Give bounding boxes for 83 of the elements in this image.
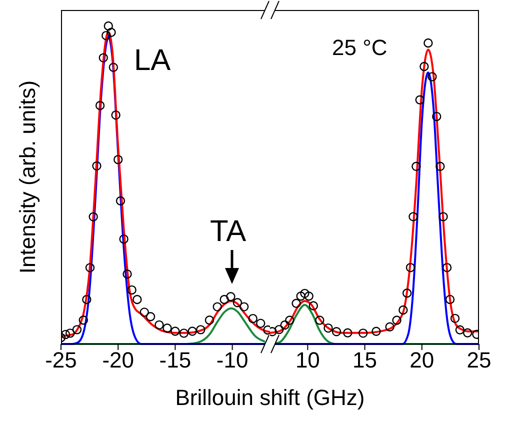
point — [122, 269, 132, 279]
point — [436, 162, 445, 172]
point — [412, 162, 421, 172]
point — [385, 322, 394, 332]
point — [72, 325, 82, 334]
point — [114, 154, 123, 164]
point — [132, 294, 142, 304]
point — [127, 285, 136, 295]
point — [304, 292, 314, 301]
point — [442, 262, 452, 272]
x-tick-label: -20 — [102, 348, 134, 373]
x-axis-title: Brillouin shift (GHz) — [175, 385, 365, 411]
point — [140, 308, 149, 317]
point — [204, 316, 214, 325]
point — [106, 28, 116, 37]
point — [196, 325, 206, 334]
point — [285, 316, 294, 325]
x-tick-label: -25 — [45, 348, 77, 373]
y-axis-title: Intensity (arb. units) — [15, 80, 41, 274]
point — [445, 294, 455, 304]
x-tick-label: 20 — [410, 348, 434, 373]
point — [343, 328, 352, 338]
point — [226, 292, 236, 302]
point — [104, 21, 113, 31]
point — [280, 320, 290, 330]
point — [292, 298, 301, 308]
point — [61, 330, 70, 340]
point — [408, 212, 418, 222]
point — [420, 62, 429, 72]
point — [455, 325, 465, 334]
point — [119, 234, 128, 244]
point — [154, 320, 164, 330]
point — [146, 312, 156, 322]
point — [308, 301, 318, 310]
point — [179, 328, 188, 338]
point — [116, 196, 126, 206]
point — [402, 288, 412, 298]
point — [462, 328, 472, 338]
point — [428, 72, 437, 82]
point — [102, 30, 111, 40]
point — [424, 38, 433, 48]
point — [256, 318, 266, 328]
point — [438, 212, 448, 222]
point — [398, 305, 408, 315]
point — [220, 294, 229, 304]
point — [274, 324, 284, 334]
point — [82, 294, 92, 304]
x-tick-label: -10 — [216, 348, 248, 373]
point — [372, 326, 381, 336]
point — [98, 53, 108, 62]
annotation: TA — [210, 215, 246, 249]
point — [212, 302, 222, 312]
x-tick-label: -15 — [159, 348, 192, 373]
point — [78, 316, 88, 325]
point — [95, 100, 105, 110]
point — [239, 302, 249, 312]
point — [111, 110, 120, 120]
point — [296, 292, 306, 301]
point — [300, 288, 310, 298]
point — [170, 326, 180, 336]
x-tick-label: 15 — [352, 348, 378, 373]
point — [92, 161, 102, 171]
annotation: LA — [134, 44, 171, 78]
x-tick-label: 25 — [466, 348, 492, 373]
annotation: 25 °C — [332, 35, 388, 61]
point — [315, 316, 324, 325]
point — [88, 212, 98, 222]
point — [432, 112, 442, 122]
point — [332, 327, 342, 336]
point — [85, 263, 95, 272]
point — [415, 95, 424, 104]
point — [358, 328, 368, 338]
point — [232, 298, 242, 308]
point — [66, 328, 75, 338]
point — [406, 262, 416, 272]
x-tick-label: 10 — [295, 348, 320, 373]
point — [392, 316, 402, 325]
point — [188, 326, 197, 336]
point — [248, 314, 258, 324]
point — [324, 323, 333, 333]
point — [162, 324, 172, 333]
point — [108, 62, 118, 72]
point — [450, 314, 460, 324]
